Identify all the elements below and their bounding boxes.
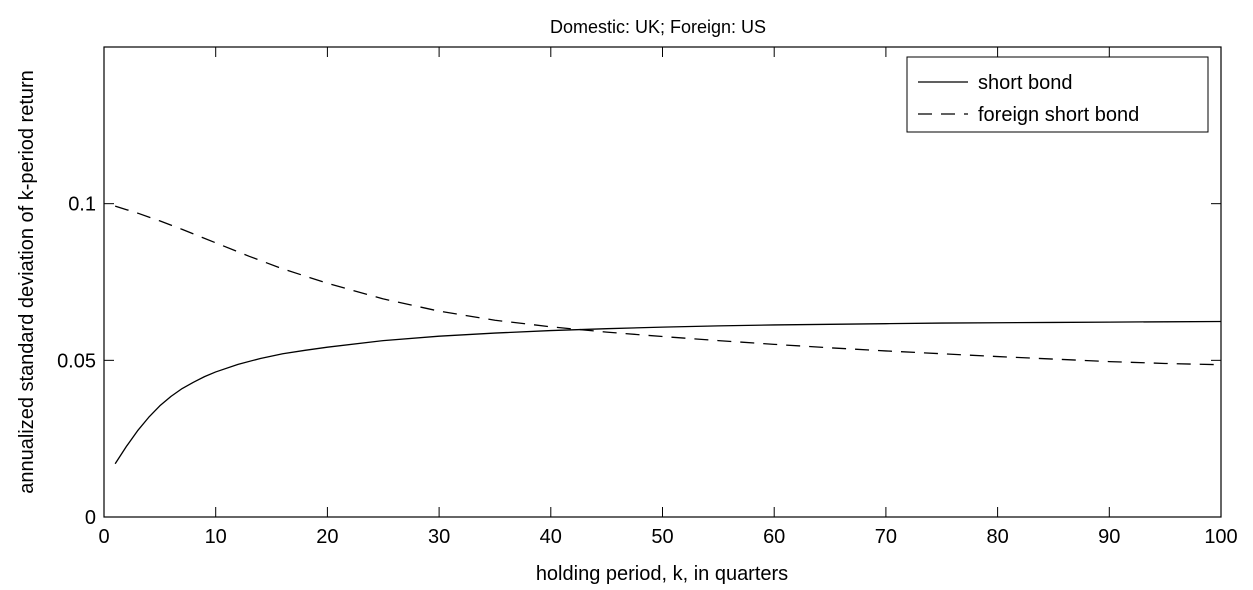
x-tick-label: 30 bbox=[428, 526, 450, 548]
y-tick-label: 0 bbox=[85, 507, 96, 529]
x-tick-label: 10 bbox=[205, 526, 227, 548]
legend-label-foreign-short-bond: foreign short bond bbox=[978, 104, 1139, 126]
x-tick-label: 60 bbox=[763, 526, 785, 548]
x-tick-label: 70 bbox=[875, 526, 897, 548]
x-tick-label: 40 bbox=[540, 526, 562, 548]
legend-label-short-bond: short bond bbox=[978, 72, 1073, 94]
series-line-foreign-short-bond bbox=[114, 205, 1222, 366]
chart-title: Domestic: UK; Foreign: US bbox=[550, 17, 766, 37]
x-tick-label: 0 bbox=[98, 526, 109, 548]
legend: short bond foreign short bond bbox=[906, 56, 1209, 133]
x-axis-label: holding period, k, in quarters bbox=[536, 563, 788, 585]
x-tick-label: 100 bbox=[1204, 526, 1237, 548]
y-tick-label: 0.1 bbox=[68, 194, 96, 216]
x-tick-label: 20 bbox=[316, 526, 338, 548]
series-line-short-bond bbox=[114, 320, 1222, 465]
y-tick-label: 0.05 bbox=[57, 350, 96, 372]
x-tick-label: 90 bbox=[1098, 526, 1120, 548]
y-axis-label: annualized standard deviation of k-perio… bbox=[16, 70, 38, 494]
legend-box bbox=[906, 56, 1209, 133]
ticks-layer: 0 10 20 30 40 50 60 70 80 90 100 0 0.05 0.1 bbox=[57, 47, 1238, 548]
x-tick-label: 80 bbox=[986, 526, 1008, 548]
x-tick-label: 50 bbox=[651, 526, 673, 548]
series-layer bbox=[114, 205, 1222, 465]
